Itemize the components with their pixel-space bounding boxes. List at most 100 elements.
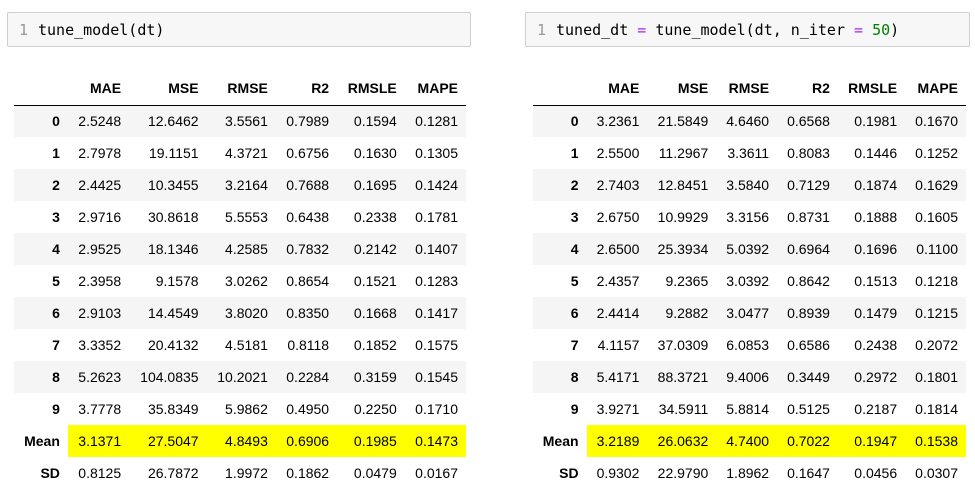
column-header-rmse: RMSE	[206, 72, 276, 106]
cell-r2: 0.6756	[286, 145, 330, 161]
row-index: 0	[52, 113, 60, 130]
cell-rmse: 4.5181	[225, 337, 268, 353]
cell-mape: 0.1305	[415, 145, 458, 161]
cell-rmse: 6.0853	[726, 337, 770, 353]
cell-rmsle: 0.1981	[854, 113, 898, 130]
cell-mape: 0.1670	[915, 113, 958, 130]
table-row: 8 5.4171 88.3721 9.4006 0.3449 0.2972 0.1801	[533, 361, 966, 393]
cell-r2: 0.7989	[286, 113, 330, 130]
cell-mape: 0.0307	[915, 465, 958, 481]
row-index: 5	[52, 273, 60, 289]
cell-mae: 0.8125	[78, 465, 122, 481]
code-call: tune_model(dt)	[38, 20, 165, 39]
cell-mae: 3.2189	[586, 425, 648, 457]
table-row: 4 2.6500 25.3934 5.0392 0.6964 0.1696 0.1100	[533, 233, 966, 265]
cell-rmsle: 0.1947	[837, 425, 906, 457]
cell-mae: 2.9103	[78, 305, 122, 321]
cell-mse: 10.3455	[147, 177, 199, 193]
cell-rmse: 10.2021	[217, 369, 268, 385]
cell-r2: 0.7688	[286, 177, 330, 193]
cell-r2: 0.8083	[787, 145, 830, 161]
cell-mae: 3.9271	[596, 401, 640, 417]
cell-rmsle: 0.2142	[353, 241, 397, 257]
cell-rmsle: 0.2250	[353, 401, 397, 417]
cell-mape: 0.1781	[415, 209, 458, 225]
cell-r2: 0.6906	[275, 425, 338, 457]
cell-rmse: 5.5553	[225, 209, 268, 225]
cell-rmsle: 0.2972	[854, 369, 898, 385]
column-header-mae: MAE	[67, 72, 130, 106]
code-cell-right[interactable]: 1 tuned_dt = tune_model(dt, n_iter = 50)	[525, 12, 970, 47]
column-header-rmsle: RMSLE	[837, 72, 906, 106]
cell-rmse: 3.2164	[225, 177, 268, 193]
table-row: 1 2.5500 11.2967 3.3611 0.8083 0.1446 0.1252	[533, 137, 966, 169]
row-index: Mean	[24, 433, 60, 449]
cell-mae: 2.6500	[596, 241, 640, 257]
cell-mae: 2.5500	[596, 145, 640, 161]
code-cell-left[interactable]: 1 tune_model(dt)	[7, 12, 471, 47]
cell-rmsle: 0.0456	[854, 465, 898, 481]
table-row: 9 3.7778 35.8349 5.9862 0.4950 0.2250 0.1710	[14, 393, 466, 425]
cell-mse: 25.3934	[657, 241, 709, 257]
cell-rmsle: 0.2438	[854, 337, 898, 353]
table-row: 1 2.7978 19.1151 4.3721 0.6756 0.1630 0.1305	[14, 137, 466, 169]
cell-mse: 34.5911	[658, 401, 709, 417]
cell-mape: 0.0167	[415, 465, 458, 481]
cell-mse: 20.4132	[147, 337, 199, 353]
cell-mape: 0.1252	[915, 145, 958, 161]
cell-mse: 26.7872	[147, 465, 199, 481]
cell-mape: 0.1538	[905, 425, 966, 457]
row-index: Mean	[542, 433, 579, 449]
cell-rmse: 3.8020	[225, 305, 268, 321]
cell-r2: 0.3449	[787, 369, 830, 385]
results-table-left: MAE MSE RMSE R2 RMSLE MAPE 0 2.5248 12.6462 3.55…	[14, 72, 466, 489]
cell-mse: 12.8451	[657, 177, 709, 193]
column-header-rmse: RMSE	[716, 72, 778, 106]
cell-rmsle: 0.1446	[854, 145, 898, 161]
cell-rmse: 5.9862	[225, 401, 268, 417]
cell-mae: 0.9302	[596, 465, 640, 481]
cell-rmse: 3.3156	[726, 209, 770, 225]
index-header	[533, 72, 587, 106]
cell-rmse: 4.2585	[225, 241, 268, 257]
cell-mae: 2.7403	[596, 177, 640, 193]
cell-mae: 5.2623	[78, 369, 122, 385]
cell-rmsle: 0.1668	[353, 305, 397, 321]
code-text[interactable]: tuned_dt = tune_model(dt, n_iter = 50)	[556, 21, 899, 39]
column-header-mape: MAPE	[404, 72, 466, 106]
cell-mae: 2.6750	[596, 209, 640, 225]
code-text[interactable]: tune_model(dt)	[38, 21, 164, 39]
column-header-mape: MAPE	[905, 72, 966, 106]
cell-mape: 0.1424	[415, 177, 458, 193]
cell-rmse: 3.5561	[225, 113, 268, 130]
cell-r2: 0.1862	[286, 465, 330, 481]
cell-mape: 0.1710	[415, 401, 458, 417]
cell-mae: 2.5248	[78, 113, 122, 130]
cell-rmse: 3.0477	[726, 305, 770, 321]
cell-rmsle: 0.0479	[353, 465, 397, 481]
table-row: 5 2.3958 9.1578 3.0262 0.8654 0.1521 0.1283	[14, 265, 466, 297]
cell-rmsle: 0.2338	[353, 209, 397, 225]
code-operator: =	[854, 20, 864, 39]
row-index: 9	[570, 401, 579, 417]
code-close: )	[890, 20, 900, 39]
table-row: 6 2.4414 9.2882 3.0477 0.8939 0.1479 0.1215	[533, 297, 966, 329]
cell-r2: 0.1647	[787, 465, 830, 481]
cell-mae: 2.7978	[78, 145, 122, 161]
table-row: 0 3.2361 21.5849 4.6460 0.6568 0.1981 0.1670	[533, 105, 966, 137]
cell-mse: 104.0835	[140, 369, 199, 385]
cell-rmse: 1.9972	[225, 465, 268, 481]
results-table-right: MAE MSE RMSE R2 RMSLE MAPE 0 3.2361 21.5849 4.64…	[533, 72, 966, 489]
cell-mse: 30.8618	[147, 209, 199, 225]
cell-mse: 19.1151	[148, 145, 199, 161]
cell-mse: 37.0309	[657, 337, 709, 353]
cell-mae: 5.4171	[596, 369, 640, 385]
cell-r2: 0.8731	[787, 209, 830, 225]
table-row: 6 2.9103 14.4549 3.8020 0.8350 0.1668 0.1417	[14, 297, 466, 329]
table-row: 5 2.4357 9.2365 3.0392 0.8642 0.1513 0.1218	[533, 265, 966, 297]
cell-rmsle: 0.1521	[353, 273, 397, 289]
table-row: Mean 3.1371 27.5047 4.8493 0.6906 0.1985 0.147…	[14, 425, 466, 457]
cell-r2: 0.2284	[286, 369, 330, 385]
row-index: 8	[570, 369, 579, 385]
cell-rmsle: 0.3159	[353, 369, 397, 385]
